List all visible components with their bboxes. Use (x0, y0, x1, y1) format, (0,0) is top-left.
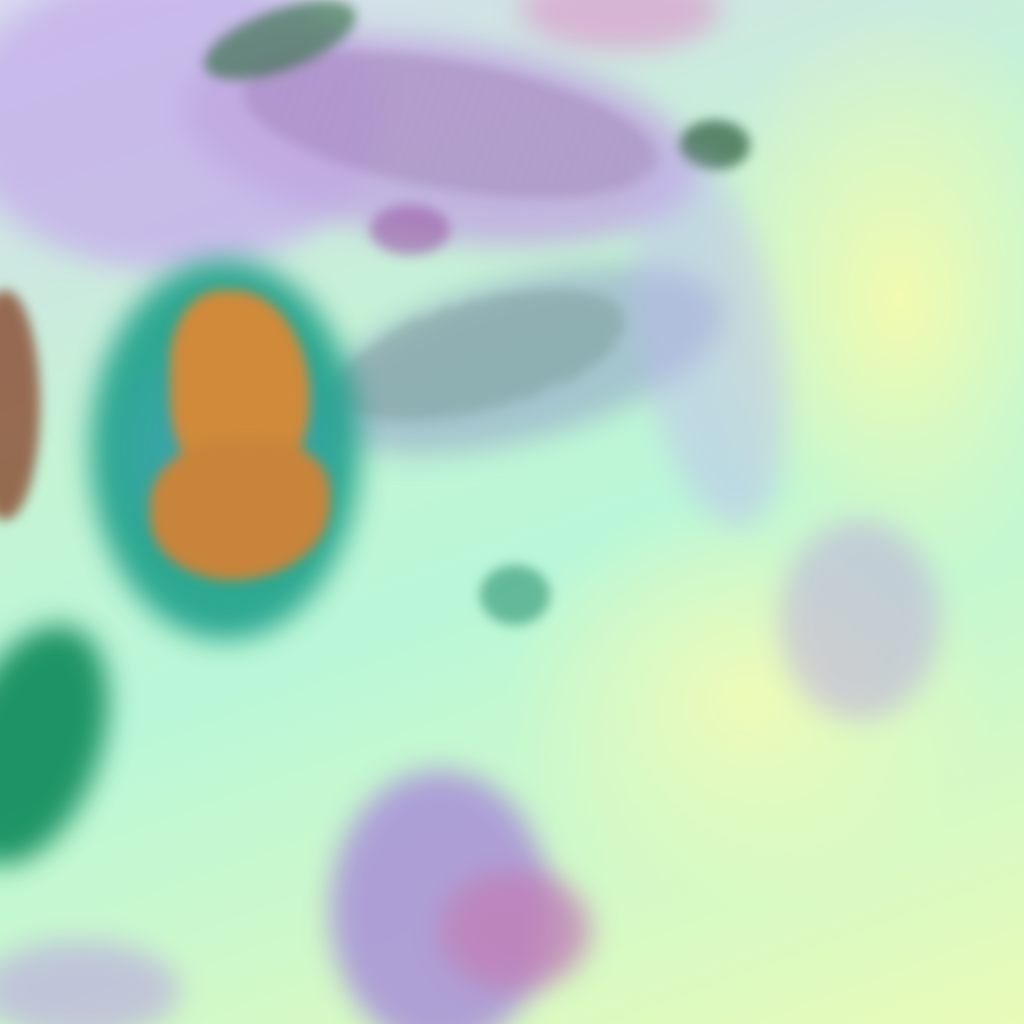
cloud-dark-green-northeast (680, 120, 750, 170)
cloud-band-southeast (780, 520, 940, 720)
cloud-purple-center (370, 205, 450, 255)
cell-scattered (480, 565, 550, 625)
southwest-purple-patch (0, 940, 180, 1024)
convection-west-edge (0, 290, 40, 520)
cloud-pink-top (520, 0, 720, 50)
southern-pink-region (440, 870, 590, 990)
deep-convection-orange-south (150, 440, 330, 580)
cloud-streaks-southwest (0, 603, 139, 887)
